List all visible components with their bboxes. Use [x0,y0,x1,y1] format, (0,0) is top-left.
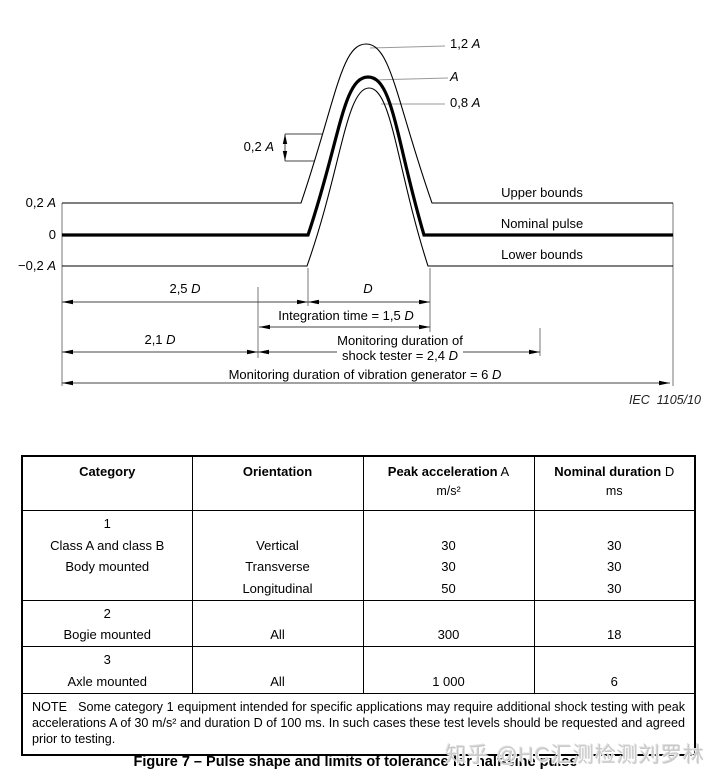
orientation-cell: Vertical Transverse Longitudinal [191,510,364,601]
nominal-duration-cell: 6 [533,646,696,694]
peak-acceleration-cell: 1 000 [362,646,535,694]
table-row-category-2: 2 Bogie mounted All 300 18 [21,599,696,648]
peak-label-12a: 1,2 A [450,36,481,51]
orientation-cell: All [191,646,364,694]
tolerance-table: Category Orientation Peak acceleration A… [21,455,696,756]
watermark: 知乎 @HC汇测检测刘罗林 [445,744,705,767]
dim-label-d: D [363,281,373,296]
peak-acceleration-cell: 30 30 50 [362,510,535,601]
col-header-category: Category [21,455,193,511]
dimension-arrows [62,134,670,386]
table-row-category-1: 1 Class A and class B Body mounted Verti… [21,510,696,601]
dim-label-shock-tester-line2: shock tester = 2,4 D [337,348,463,363]
table-row-category-3: 3 Axle mounted All 1 000 6 [21,646,696,694]
lower-bounds-label: Lower bounds [501,247,583,262]
dim-label-shock-tester-line1: Monitoring duration of [332,333,468,348]
axis-label-zero: 0 [48,227,56,242]
peak-label-a: A [450,69,459,84]
table-header-row: Category Orientation Peak acceleration A… [21,455,696,511]
table-note: NOTE Some category 1 equipment intended … [21,692,696,755]
peak-label-08a: 0,8 A [450,95,481,110]
dim-label-21d: 2,1 D [144,332,176,347]
category-cell: 1 Class A and class B Body mounted [21,510,193,601]
axis-label-minus02a: −0,2 A [18,258,56,273]
upper-bound-curve [62,43,673,204]
upper-bounds-label: Upper bounds [501,185,583,200]
dimension-lines [62,133,670,384]
col-header-orientation: Orientation [191,455,364,511]
dim-label-vibration-generator: Monitoring duration of vibration generat… [228,367,502,382]
axis-label-plus02a: 0,2 A [25,195,56,210]
tolerance-gap-label: 0,2 A [243,139,274,154]
nominal-duration-cell: 30 30 30 [533,510,696,601]
dim-label-25d: 2,5 D [169,281,201,296]
category-cell: 3 Axle mounted [21,646,193,694]
peak-acceleration-cell: 300 [362,599,535,648]
figure-caption: Figure 7 – Pulse shape and limits of tol… [133,754,578,770]
category-cell: 2 Bogie mounted [21,599,193,648]
orientation-cell: All [191,599,364,648]
iec-reference: IEC 1105/10 [628,393,701,407]
pulse-diagram-canvas [61,43,674,386]
table-note-row: NOTE Some category 1 equipment intended … [21,692,696,755]
nominal-duration-cell: 18 [533,599,696,648]
lower-bound-curve [62,87,673,267]
nominal-pulse-curve [62,75,673,237]
nominal-pulse-label: Nominal pulse [500,216,584,231]
extension-lines [61,203,674,386]
leader-lines [369,45,449,105]
dim-label-integration-time: Integration time = 1,5 D [278,308,414,323]
